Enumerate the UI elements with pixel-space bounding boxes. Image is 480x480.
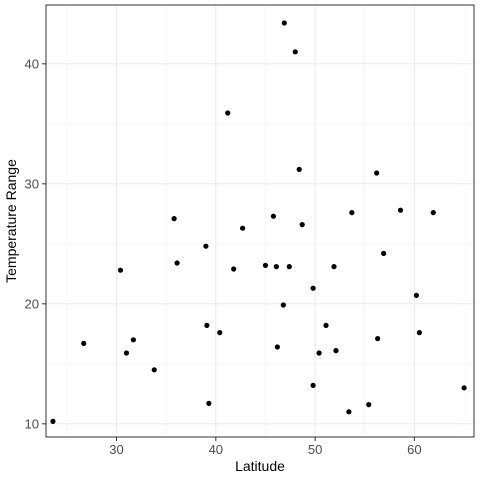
x-tick-label: 40 bbox=[209, 442, 223, 457]
data-point bbox=[240, 225, 246, 231]
y-tick-label: 30 bbox=[25, 176, 39, 191]
data-point bbox=[123, 350, 130, 356]
x-axis-ticks: 30 40 50 60 bbox=[109, 437, 422, 457]
data-point bbox=[416, 330, 422, 336]
data-point bbox=[262, 262, 269, 268]
data-point bbox=[204, 322, 210, 328]
y-tick-label: 10 bbox=[25, 416, 39, 431]
data-point bbox=[174, 260, 180, 266]
data-point bbox=[130, 337, 136, 343]
data-point bbox=[331, 264, 337, 270]
plot-panel-border bbox=[45, 4, 475, 438]
data-point bbox=[310, 382, 316, 388]
data-point bbox=[323, 322, 329, 328]
data-point bbox=[333, 348, 339, 354]
data-point bbox=[231, 266, 237, 272]
major-gridlines bbox=[46, 5, 474, 437]
data-points bbox=[50, 20, 467, 424]
data-point bbox=[281, 20, 287, 26]
data-point bbox=[381, 250, 387, 256]
data-point bbox=[374, 170, 380, 176]
data-point bbox=[286, 264, 292, 270]
data-point bbox=[270, 213, 277, 219]
data-point bbox=[280, 302, 286, 308]
data-point bbox=[310, 285, 316, 291]
data-point bbox=[397, 207, 404, 213]
data-point bbox=[461, 385, 467, 391]
data-point bbox=[316, 350, 322, 356]
data-point bbox=[375, 336, 381, 342]
x-tick-label: 50 bbox=[308, 442, 322, 457]
data-point bbox=[366, 402, 372, 408]
data-point bbox=[299, 222, 305, 228]
data-point bbox=[225, 110, 231, 116]
data-point bbox=[296, 166, 302, 172]
data-point bbox=[171, 216, 177, 222]
y-axis-ticks: 10 20 30 40 bbox=[25, 56, 46, 431]
x-axis-title: Latitude bbox=[235, 458, 285, 474]
data-point bbox=[203, 243, 209, 249]
data-point bbox=[50, 418, 56, 424]
x-tick-label: 60 bbox=[407, 442, 421, 457]
data-point bbox=[217, 330, 223, 336]
data-point bbox=[430, 210, 436, 216]
data-point bbox=[292, 49, 298, 55]
data-point bbox=[151, 367, 157, 373]
data-point bbox=[349, 210, 355, 216]
y-tick-label: 20 bbox=[25, 296, 39, 311]
data-point bbox=[346, 409, 352, 415]
data-point bbox=[413, 292, 420, 298]
minor-gridlines bbox=[46, 5, 474, 437]
x-tick-label: 30 bbox=[109, 442, 123, 457]
data-point bbox=[274, 344, 280, 350]
data-point bbox=[206, 400, 212, 406]
data-point bbox=[81, 340, 87, 346]
data-point bbox=[273, 264, 279, 270]
data-point bbox=[117, 267, 124, 273]
y-axis-title: Temperature Range bbox=[3, 159, 19, 283]
y-tick-label: 40 bbox=[25, 56, 39, 71]
